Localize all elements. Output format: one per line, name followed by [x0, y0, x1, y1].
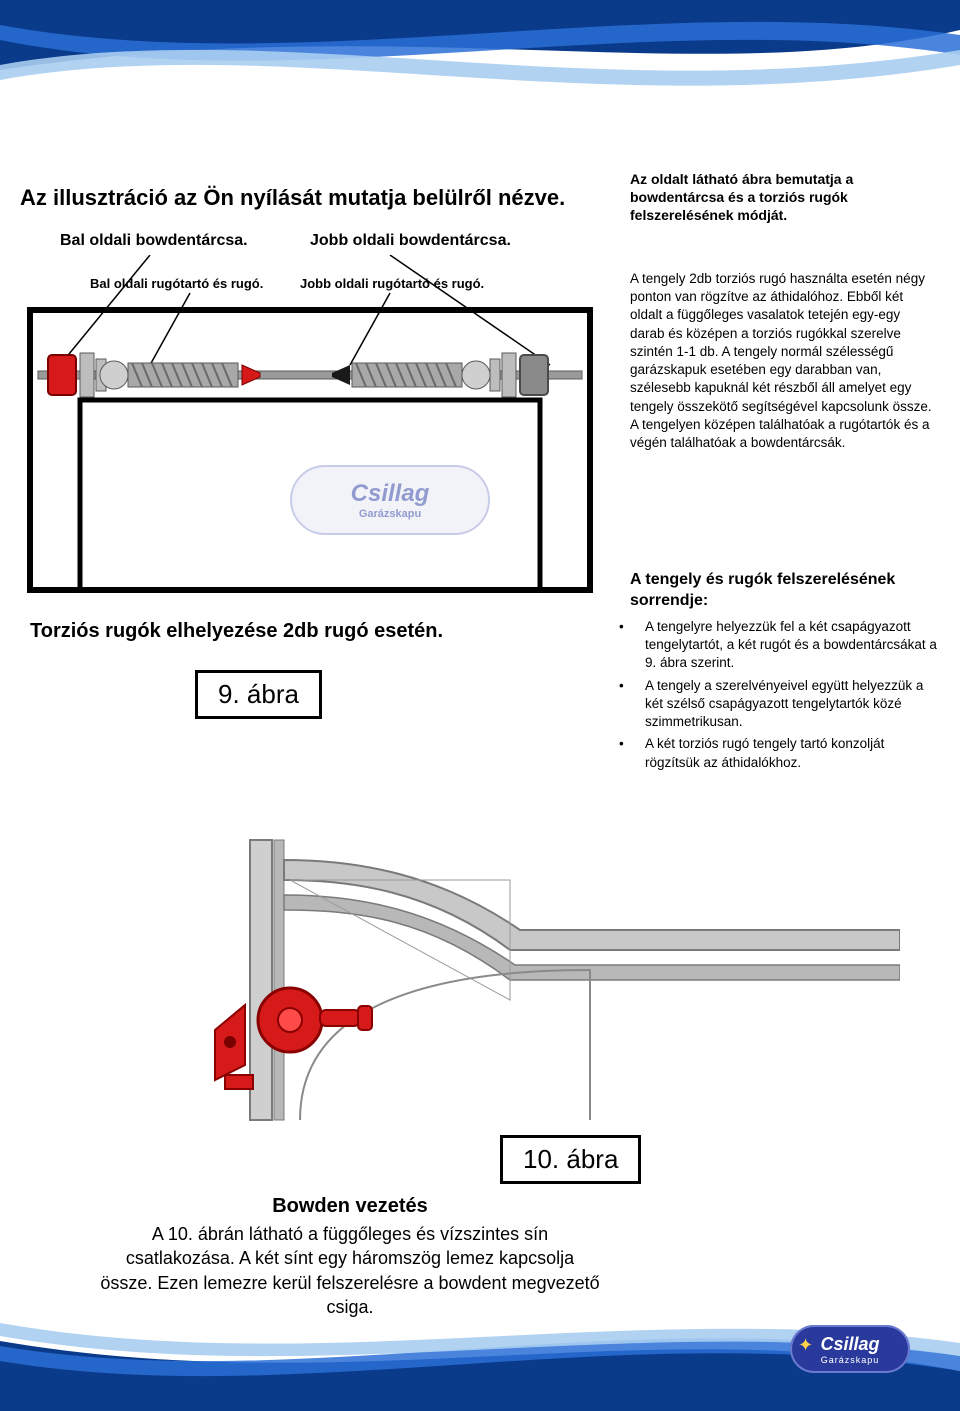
list-item-text: A tengely a szerelvényeivel együtt helye…	[645, 677, 940, 732]
list-item: • A tengelyre helyezzük fel a két csapág…	[615, 618, 940, 673]
decorative-wave-top	[0, 0, 960, 120]
footer-logo: ✦ Csillag Garázskapu	[790, 1325, 910, 1373]
bowden-title: Bowden vezetés	[0, 1195, 700, 1218]
list-item: • A tengely a szerelvényeivel együtt hel…	[615, 677, 940, 732]
list-item: • A két torziós rugó tengely tartó konzo…	[615, 735, 940, 771]
footer-logo-line1: Csillag	[820, 1334, 879, 1355]
watermark-logo: Csillag Garázskapu	[290, 465, 490, 535]
figure-9-label: 9. ábra	[195, 670, 322, 719]
main-title: Az illusztráció az Ön nyílását mutatja b…	[20, 185, 565, 211]
bullet-icon: •	[615, 735, 645, 771]
figure-10-label: 10. ábra	[500, 1135, 641, 1184]
right-paragraph: A tengely 2db torziós rugó használta ese…	[630, 270, 935, 452]
bullet-icon: •	[615, 618, 645, 673]
star-icon: ✦	[798, 1335, 813, 1356]
bowden-text: A 10. ábrán látható a függőleges és vízs…	[0, 1222, 700, 1319]
bullet-icon: •	[615, 677, 645, 732]
intro-text: Az oldalt látható ábra bemutatja a bowde…	[630, 170, 930, 225]
right-list: • A tengelyre helyezzük fel a két csapág…	[615, 618, 940, 776]
watermark-line1: Csillag	[351, 480, 430, 508]
right-heading: A tengely és rugók felszerelésének sorre…	[630, 570, 935, 612]
watermark-line2: Garázskapu	[359, 508, 421, 520]
diagram9-caption: Torziós rugók elhelyezése 2db rugó eseté…	[30, 620, 443, 643]
label-top-right: Jobb oldali bowdentárcsa.	[310, 232, 511, 250]
footer-logo-line2: Garázskapu	[821, 1355, 880, 1365]
list-item-text: A tengelyre helyezzük fel a két csapágya…	[645, 618, 940, 673]
label-top-left: Bal oldali bowdentárcsa.	[60, 232, 248, 250]
diagram-9	[20, 255, 600, 595]
list-item-text: A két torziós rugó tengely tartó konzolj…	[645, 735, 940, 771]
